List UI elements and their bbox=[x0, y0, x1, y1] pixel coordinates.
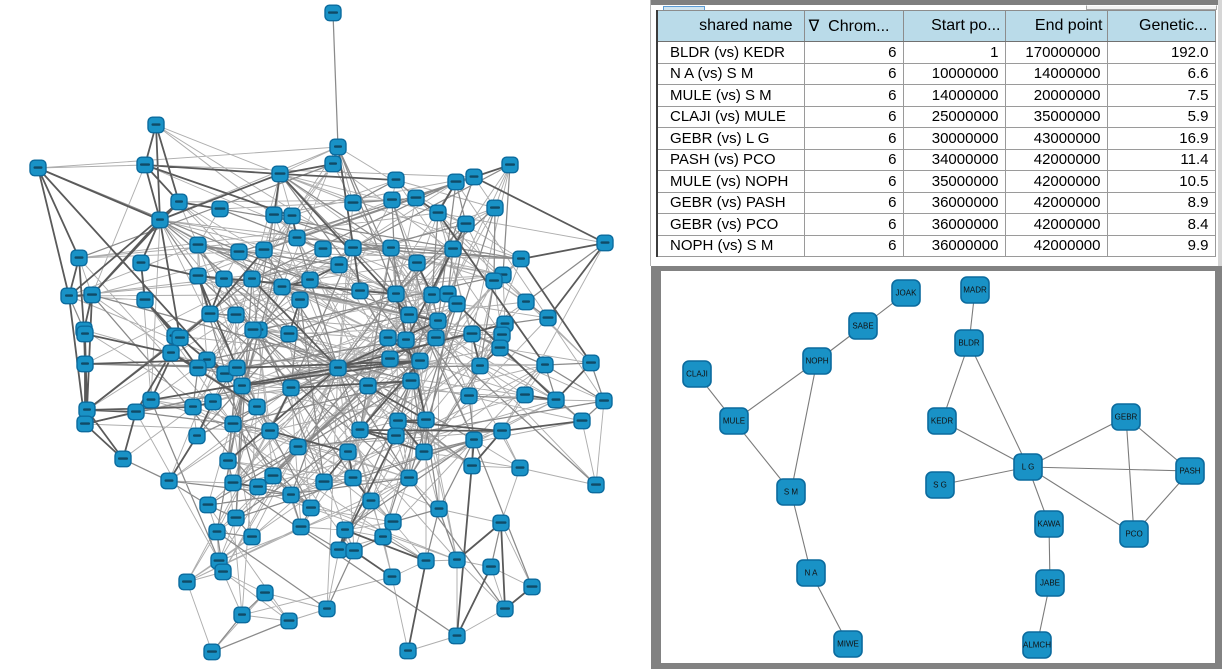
svg-text:MADR: MADR bbox=[963, 286, 987, 295]
svg-text:PASH: PASH bbox=[1179, 467, 1200, 476]
svg-text:SABE: SABE bbox=[852, 322, 873, 331]
svg-text:S G: S G bbox=[933, 481, 947, 490]
svg-text:MULE: MULE bbox=[723, 417, 745, 426]
svg-text:N A: N A bbox=[805, 569, 819, 578]
svg-text:MIWE: MIWE bbox=[837, 640, 859, 649]
svg-text:BLDR: BLDR bbox=[958, 339, 980, 348]
svg-text:JABE: JABE bbox=[1040, 579, 1060, 588]
svg-text:GEBR: GEBR bbox=[1115, 413, 1138, 422]
svg-text:KEDR: KEDR bbox=[931, 417, 953, 426]
svg-text:JOAK: JOAK bbox=[896, 289, 918, 298]
svg-text:CLAJI: CLAJI bbox=[686, 370, 708, 379]
svg-text:PCO: PCO bbox=[1125, 530, 1142, 539]
svg-text:S M: S M bbox=[784, 488, 799, 497]
svg-text:L G: L G bbox=[1022, 463, 1035, 472]
svg-text:NOPH: NOPH bbox=[805, 357, 828, 366]
svg-text:ALMCH: ALMCH bbox=[1023, 641, 1051, 650]
svg-text:KAWA: KAWA bbox=[1038, 520, 1062, 529]
